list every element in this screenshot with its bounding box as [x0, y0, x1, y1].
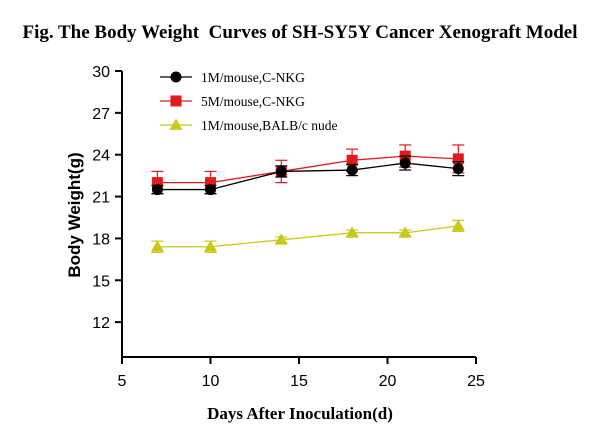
- x-tick-label: 15: [290, 373, 308, 390]
- y-tick-label: 15: [92, 273, 110, 290]
- data-point: [205, 184, 216, 196]
- legend-marker: [170, 95, 182, 107]
- legend-item: 5M/mouse,C-NKG: [160, 94, 305, 109]
- series-layer: [150, 144, 465, 253]
- data-point: [151, 184, 163, 196]
- chart-title: Fig. The Body Weight Curves of SH-SY5Y C…: [22, 22, 577, 43]
- axis-ticks: 12 15 18 21 24 27 30 5 10 15 20 25: [92, 64, 485, 390]
- y-tick-label: 24: [92, 148, 110, 165]
- x-tick-label: 20: [379, 373, 397, 390]
- data-point: [205, 177, 216, 189]
- series-2: [151, 144, 465, 195]
- data-point: [151, 177, 163, 189]
- data-point: [451, 219, 465, 231]
- data-point: [346, 164, 358, 176]
- legend: 1M/mouse,C-NKG 5M/mouse,C-NKG 1M/mouse,BAL…: [160, 70, 338, 133]
- y-tick-label: 12: [92, 315, 110, 332]
- legend-label: 5M/mouse,C-NKG: [201, 94, 305, 109]
- legend-item: 1M/mouse,C-NKG: [160, 70, 305, 85]
- data-point: [150, 240, 164, 252]
- data-point: [452, 163, 464, 175]
- series-1: [151, 155, 465, 196]
- y-tick-label: 18: [92, 231, 110, 248]
- data-point: [345, 226, 359, 238]
- data-point: [274, 233, 288, 245]
- data-point: [399, 157, 411, 169]
- data-point: [398, 226, 412, 238]
- x-axis-label: Days After Inoculation(d): [207, 404, 393, 423]
- data-point: [346, 154, 358, 166]
- legend-marker: [170, 71, 182, 83]
- series-line: [157, 155, 459, 184]
- data-point: [275, 165, 287, 177]
- data-point: [452, 153, 464, 165]
- legend-label: 1M/mouse,BALB/c nude: [201, 118, 338, 133]
- legend-marker: [169, 118, 183, 130]
- y-tick-label: 21: [92, 190, 110, 207]
- x-tick-label: 25: [467, 373, 485, 390]
- x-tick-label: 5: [118, 373, 127, 390]
- series-line: [157, 162, 459, 191]
- y-tick-label: 27: [92, 106, 110, 123]
- x-tick-label: 10: [202, 373, 220, 390]
- legend-label: 1M/mouse,C-NKG: [201, 70, 305, 85]
- y-tick-label: 30: [92, 64, 110, 81]
- series-line: [157, 225, 459, 248]
- series-3: [150, 219, 465, 253]
- data-point: [204, 240, 217, 252]
- legend-item: 1M/mouse,BALB/c nude: [160, 118, 338, 133]
- y-axis-label: Body Weight(g): [65, 152, 84, 277]
